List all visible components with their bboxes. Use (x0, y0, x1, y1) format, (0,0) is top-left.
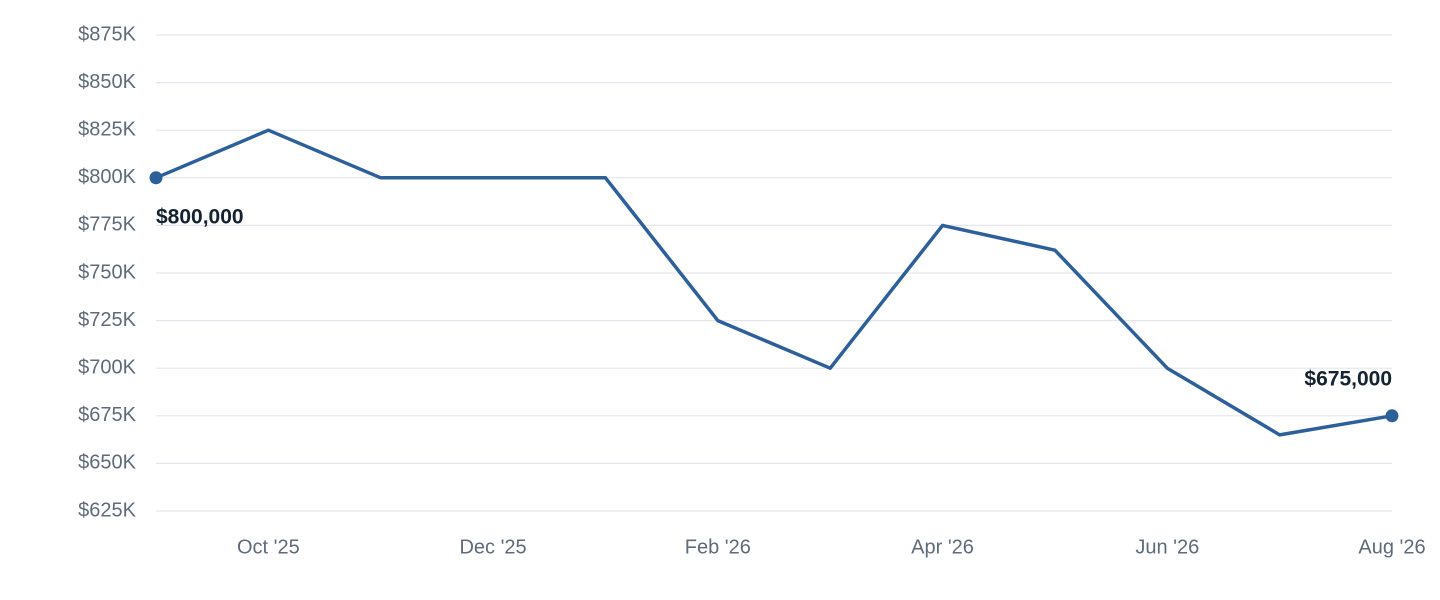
value-label: $675,000 (1304, 367, 1392, 390)
x-tick-label: Aug '26 (1358, 536, 1425, 558)
y-tick-label: $825K (78, 118, 136, 140)
x-tick-label: Feb '26 (685, 536, 751, 558)
y-tick-label: $650K (78, 452, 136, 474)
x-tick-label: Apr '26 (911, 536, 974, 558)
y-tick-label: $725K (78, 309, 136, 331)
y-tick-label: $750K (78, 261, 136, 283)
point-marker (1385, 409, 1399, 423)
x-tick-label: Oct '25 (237, 536, 300, 558)
y-tick-label: $775K (78, 214, 136, 236)
x-tick-label: Jun '26 (1135, 536, 1199, 558)
x-tick-label: Dec '25 (459, 536, 526, 558)
y-tick-label: $875K (78, 23, 136, 45)
point-marker (149, 171, 163, 185)
y-tick-label: $700K (78, 356, 136, 378)
y-tick-label: $625K (78, 499, 136, 521)
y-tick-label: $800K (78, 166, 136, 188)
y-tick-label: $850K (78, 71, 136, 93)
value-label: $800,000 (156, 205, 244, 228)
line (155, 128, 1393, 437)
y-tick-label: $675K (78, 404, 136, 426)
